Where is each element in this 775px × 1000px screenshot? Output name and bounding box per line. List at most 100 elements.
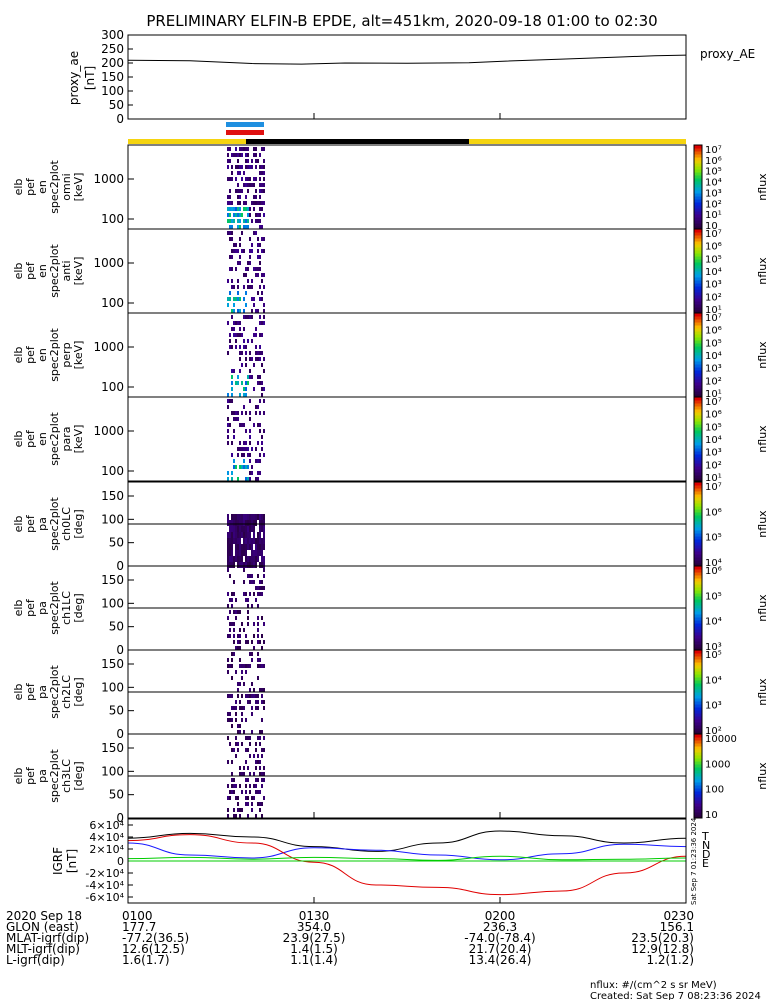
spec-cell bbox=[261, 273, 263, 277]
spec-cell bbox=[247, 814, 249, 818]
spec-cell bbox=[227, 399, 229, 403]
colorbar-swatch bbox=[694, 442, 702, 446]
colorbar-swatch bbox=[694, 692, 702, 696]
spec-cell bbox=[241, 712, 243, 716]
colorbar-swatch bbox=[694, 454, 702, 458]
spec-cell bbox=[259, 315, 261, 319]
spec-cell bbox=[255, 544, 257, 550]
spec-cell bbox=[231, 622, 233, 626]
ae-ylabel-units: [nT] bbox=[83, 66, 97, 90]
spec-cell bbox=[229, 147, 231, 151]
spec-cell bbox=[237, 375, 239, 379]
colorbar-swatch bbox=[694, 298, 702, 302]
spec-cell bbox=[259, 640, 261, 644]
spec-cell bbox=[237, 526, 239, 532]
spec-cell bbox=[227, 532, 229, 538]
spec-cell bbox=[237, 333, 239, 337]
colorbar-swatch bbox=[694, 394, 702, 398]
spec-ylabel: pef bbox=[24, 766, 37, 785]
spec-cell bbox=[259, 808, 261, 812]
spec-cell bbox=[231, 706, 233, 710]
colorbar-swatch bbox=[694, 397, 702, 401]
spec-cell bbox=[259, 225, 261, 229]
spec-cell bbox=[249, 369, 251, 373]
spec-cell bbox=[231, 562, 233, 568]
spec-cell bbox=[245, 429, 247, 433]
spec-cell bbox=[253, 634, 255, 638]
igrf-series-E bbox=[127, 855, 687, 861]
spec-cell bbox=[259, 760, 261, 764]
spec-cell bbox=[249, 700, 251, 704]
spec-cell bbox=[243, 309, 245, 313]
spec-cell bbox=[247, 267, 249, 271]
spec-cell bbox=[259, 526, 261, 532]
spec-cell bbox=[235, 249, 237, 253]
science-zone-bar-blue bbox=[226, 122, 264, 127]
spec-cell bbox=[243, 147, 245, 151]
spec-cell bbox=[263, 640, 265, 644]
spec-cell bbox=[241, 249, 243, 253]
spec-ylabel: pef bbox=[24, 345, 37, 364]
colorbar-swatch bbox=[694, 145, 702, 149]
spec-cell bbox=[227, 760, 229, 764]
spec-cell bbox=[241, 622, 243, 626]
spec-cell bbox=[243, 628, 245, 632]
spec-cell bbox=[229, 634, 231, 638]
spec-cell bbox=[229, 213, 231, 217]
spec-cell bbox=[239, 219, 241, 223]
colorbar-swatch bbox=[694, 671, 702, 675]
spec-ylabel: spec2plot bbox=[48, 665, 61, 719]
colorbar-swatch bbox=[694, 752, 702, 756]
ae-tick-label: 100 bbox=[101, 84, 124, 98]
spec-cell bbox=[239, 201, 241, 205]
spec-cell bbox=[251, 604, 253, 608]
spec-cell bbox=[239, 808, 241, 812]
spec-cell bbox=[233, 459, 235, 463]
spec-cell bbox=[257, 201, 259, 205]
spec-cell bbox=[227, 195, 229, 199]
colorbar-swatch bbox=[694, 229, 702, 233]
colorbar-swatch bbox=[694, 166, 702, 170]
spec-cell bbox=[247, 574, 249, 578]
orbit-row-label: L-igrf(dip) bbox=[6, 953, 65, 967]
spec-cell bbox=[231, 393, 233, 397]
spec-frame bbox=[127, 144, 687, 230]
spec-cell bbox=[239, 610, 241, 614]
spec-cell bbox=[257, 159, 259, 163]
spec-cell bbox=[257, 514, 259, 520]
colorbar-swatch bbox=[694, 247, 702, 251]
colorbar-tick-label: 10⁷ bbox=[705, 145, 722, 156]
spec-cell bbox=[249, 514, 251, 520]
spec-cell bbox=[231, 532, 233, 538]
spec-cell bbox=[233, 321, 235, 325]
orbit-row-value: 12.6(12.5) bbox=[122, 942, 185, 956]
spec-cell bbox=[233, 634, 235, 638]
colorbar-swatch bbox=[694, 731, 702, 735]
spec-cell bbox=[255, 538, 257, 544]
spec-ytick-label: 150 bbox=[101, 657, 124, 671]
spec-cell bbox=[253, 592, 255, 596]
spec-ytick-label: 150 bbox=[101, 573, 124, 587]
spec-cell bbox=[235, 814, 237, 818]
colorbar-swatch bbox=[694, 292, 702, 296]
spec-cell bbox=[243, 405, 245, 409]
spec-cell bbox=[257, 357, 259, 361]
spec-cell bbox=[247, 477, 249, 481]
spec-cell bbox=[239, 730, 241, 734]
spec-cell bbox=[231, 477, 233, 481]
colorbar-swatch bbox=[694, 268, 702, 272]
spec-cell bbox=[239, 153, 241, 157]
spec-frame bbox=[127, 312, 687, 398]
spec-cell bbox=[245, 357, 247, 361]
colorbar-swatch bbox=[694, 307, 702, 311]
spec-cell bbox=[249, 520, 251, 526]
spec-cell bbox=[233, 327, 235, 331]
colorbar-swatch bbox=[694, 430, 702, 434]
spec-cell bbox=[259, 429, 261, 433]
spec-cell bbox=[253, 303, 255, 307]
spec-cell bbox=[239, 700, 241, 704]
spec-cell bbox=[241, 333, 243, 337]
spec-cell bbox=[261, 381, 263, 385]
igrf-series-T bbox=[127, 830, 687, 852]
colorbar-swatch bbox=[694, 656, 702, 660]
